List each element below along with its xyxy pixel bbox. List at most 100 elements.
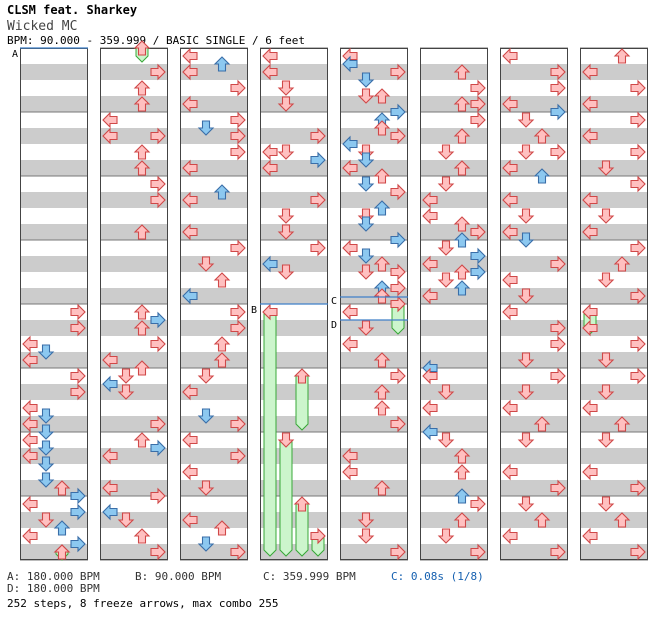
step-arrow-down	[277, 144, 295, 160]
step-arrow-up	[133, 144, 151, 160]
step-arrow-right	[550, 367, 566, 385]
step-arrow-up	[453, 264, 471, 280]
step-arrow-down	[597, 496, 615, 512]
step-arrow-left	[182, 159, 198, 177]
step-arrow-right	[230, 239, 246, 257]
step-arrow-down	[357, 72, 375, 88]
step-arrow-up	[213, 352, 231, 368]
step-arrow-up	[53, 480, 71, 496]
step-arrow-up	[53, 544, 71, 560]
step-arrow-right	[630, 479, 646, 497]
step-arrow-up	[133, 160, 151, 176]
step-arrow-right	[630, 175, 646, 193]
bpm-marker-b: B	[251, 305, 257, 316]
step-arrow-up	[373, 288, 391, 304]
step-arrow-down	[437, 240, 455, 256]
step-arrow-right	[470, 79, 486, 97]
step-arrow-up	[133, 360, 151, 376]
step-arrow-right	[150, 311, 166, 329]
step-arrow-up	[373, 480, 391, 496]
step-arrow-down	[597, 208, 615, 224]
step-arrow-right	[470, 263, 486, 281]
step-arrow-up	[133, 528, 151, 544]
step-arrow-down	[277, 80, 295, 96]
step-arrow-left	[582, 127, 598, 145]
song-title: Wicked MC	[7, 19, 78, 34]
step-arrow-down	[357, 88, 375, 104]
step-arrow-down	[357, 152, 375, 168]
step-arrow-down	[197, 368, 215, 384]
step-arrow-right	[70, 303, 86, 321]
legend-bpm-a: A: 180.000 BPM	[7, 570, 100, 583]
step-arrow-left	[502, 47, 518, 65]
step-arrow-right	[390, 63, 406, 81]
step-arrow-down	[597, 352, 615, 368]
step-arrow-up	[133, 432, 151, 448]
step-arrow-down	[517, 112, 535, 128]
step-arrow-right	[150, 191, 166, 209]
step-arrow-right	[230, 127, 246, 145]
step-arrow-down	[357, 248, 375, 264]
step-arrow-right	[150, 63, 166, 81]
step-arrow-left	[422, 367, 438, 385]
step-arrow-right	[230, 447, 246, 465]
step-arrow-left	[582, 95, 598, 113]
step-arrow-right	[390, 263, 406, 281]
step-arrow-left	[342, 239, 358, 257]
freeze-arrow	[295, 375, 309, 431]
legend-bpm-c: C: 359.999 BPM	[263, 570, 356, 583]
step-arrow-right	[390, 543, 406, 561]
step-arrow-right	[470, 543, 486, 561]
step-arrow-down	[517, 232, 535, 248]
step-arrow-left	[182, 191, 198, 209]
step-arrow-right	[550, 79, 566, 97]
step-arrow-down	[597, 384, 615, 400]
step-arrow-left	[182, 431, 198, 449]
step-arrow-left	[262, 255, 278, 273]
step-arrow-up	[133, 320, 151, 336]
step-arrow-right	[390, 103, 406, 121]
step-arrow-down	[437, 272, 455, 288]
step-arrow-right	[150, 175, 166, 193]
step-arrow-down	[437, 528, 455, 544]
step-arrow-up	[373, 384, 391, 400]
step-arrow-down	[197, 256, 215, 272]
step-arrow-right	[310, 239, 326, 257]
step-arrow-down	[37, 424, 55, 440]
step-arrow-right	[230, 303, 246, 321]
legend-bpm-d: D: 180.000 BPM	[7, 582, 100, 595]
step-arrow-right	[230, 111, 246, 129]
step-arrow-down	[357, 176, 375, 192]
step-arrow-left	[182, 511, 198, 529]
step-arrow-left	[262, 159, 278, 177]
step-arrow-right	[70, 503, 86, 521]
step-arrow-right	[550, 319, 566, 337]
step-arrow-down	[117, 384, 135, 400]
step-arrow-down	[517, 352, 535, 368]
step-arrow-right	[470, 111, 486, 129]
step-arrow-down	[357, 264, 375, 280]
step-arrow-left	[22, 335, 38, 353]
step-arrow-left	[502, 399, 518, 417]
step-arrow-up	[533, 416, 551, 432]
step-arrow-up	[453, 64, 471, 80]
bpm-marker-c: C	[331, 296, 337, 307]
step-arrow-left	[22, 447, 38, 465]
step-arrow-left	[102, 479, 118, 497]
step-arrow-down	[197, 120, 215, 136]
step-arrow-left	[582, 527, 598, 545]
step-arrow-down	[437, 176, 455, 192]
step-arrow-right	[230, 79, 246, 97]
step-arrow-down	[277, 96, 295, 112]
step-arrow-right	[550, 335, 566, 353]
step-arrow-right	[70, 487, 86, 505]
song-artist: CLSM feat. Sharkey	[7, 3, 138, 17]
step-arrow-right	[150, 127, 166, 145]
step-arrow-down	[517, 208, 535, 224]
step-arrow-left	[22, 495, 38, 513]
step-arrow-left	[102, 127, 118, 145]
step-arrow-down	[357, 512, 375, 528]
step-arrow-left	[342, 303, 358, 321]
step-arrow-left	[582, 319, 598, 337]
step-arrow-left	[502, 303, 518, 321]
